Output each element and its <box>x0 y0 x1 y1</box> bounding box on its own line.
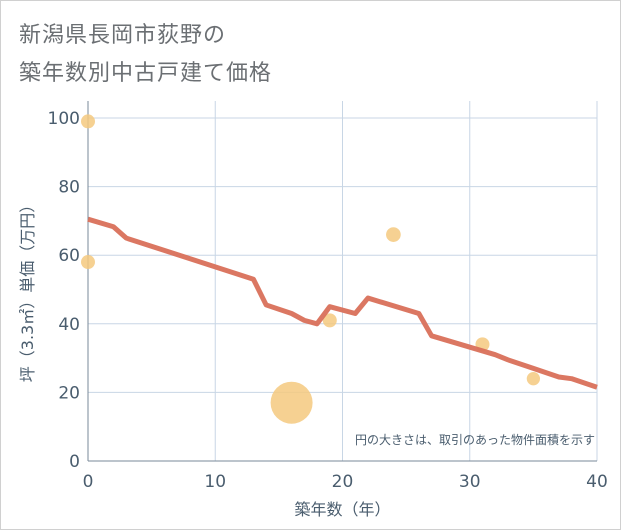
y-tick-label: 40 <box>58 315 80 335</box>
chart-title-line2: 築年数別中古戸建て価格 <box>19 61 273 86</box>
data-point <box>386 227 401 242</box>
data-point <box>81 255 95 270</box>
chart-title-line1: 新潟県長岡市荻野の <box>19 23 227 48</box>
x-tick-label: 40 <box>586 472 608 492</box>
size-annotation: 円の大きさは、取引のあった物件面積を示す <box>355 432 595 447</box>
y-axis-label: 坪（3.3㎡）単価（万円） <box>18 197 37 382</box>
y-tick-label: 0 <box>69 452 80 472</box>
data-point <box>526 372 541 386</box>
x-tick-label: 0 <box>83 472 94 492</box>
y-tick-label: 100 <box>48 109 80 129</box>
data-point <box>270 381 313 424</box>
trend-line <box>87 216 598 390</box>
x-tick-label: 10 <box>204 472 226 492</box>
data-point <box>81 114 95 129</box>
data-point <box>322 313 337 328</box>
x-axis-label: 築年数（年） <box>294 500 390 519</box>
x-tick-label: 30 <box>459 472 481 492</box>
y-tick-label: 20 <box>58 383 80 403</box>
x-tick-label: 20 <box>332 472 354 492</box>
y-tick-label: 60 <box>58 246 80 266</box>
y-tick-label: 80 <box>58 178 80 198</box>
